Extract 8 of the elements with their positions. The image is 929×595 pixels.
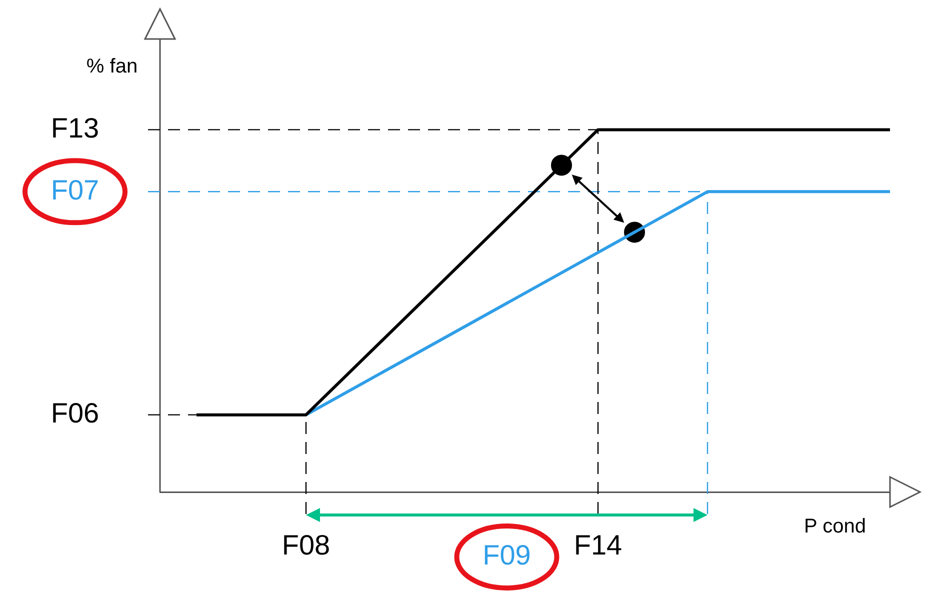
- x-tick-label: F14: [574, 530, 622, 561]
- y-axis-title: % fan: [86, 56, 138, 78]
- ref-line-label: F13: [50, 112, 100, 144]
- ref-line-label: F07: [50, 174, 100, 206]
- x-tick-label: F08: [282, 530, 330, 561]
- text: F09: [482, 540, 531, 571]
- ref-line-label: F06: [50, 398, 100, 429]
- x-axis-title: P cond: [804, 516, 866, 538]
